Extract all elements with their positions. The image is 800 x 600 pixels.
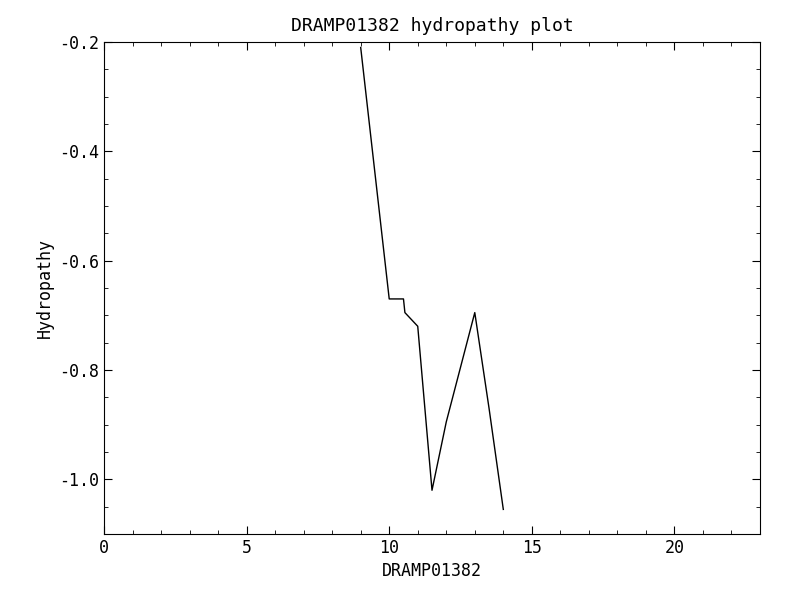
X-axis label: DRAMP01382: DRAMP01382 bbox=[382, 562, 482, 580]
Title: DRAMP01382 hydropathy plot: DRAMP01382 hydropathy plot bbox=[290, 17, 574, 35]
Y-axis label: Hydropathy: Hydropathy bbox=[35, 238, 54, 338]
